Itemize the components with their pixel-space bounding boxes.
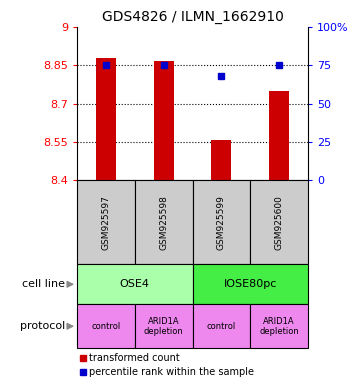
Text: GSM925599: GSM925599: [217, 195, 226, 250]
Text: control: control: [207, 322, 236, 331]
Bar: [250, 304, 308, 348]
Text: GSM925598: GSM925598: [159, 195, 168, 250]
Text: IOSE80pc: IOSE80pc: [224, 279, 277, 289]
Text: protocol: protocol: [20, 321, 73, 331]
Bar: [193, 180, 250, 264]
Text: ARID1A
depletion: ARID1A depletion: [259, 316, 299, 336]
Text: GSM925597: GSM925597: [102, 195, 110, 250]
Title: GDS4826 / ILMN_1662910: GDS4826 / ILMN_1662910: [102, 10, 284, 25]
Text: transformed count: transformed count: [89, 353, 179, 363]
Bar: [154, 61, 174, 180]
Bar: [96, 58, 116, 180]
Bar: [250, 180, 308, 264]
Bar: [193, 264, 308, 304]
Text: percentile rank within the sample: percentile rank within the sample: [89, 367, 253, 377]
Bar: [135, 180, 192, 264]
Text: GSM925600: GSM925600: [275, 195, 284, 250]
Text: ARID1A
depletion: ARID1A depletion: [144, 316, 183, 336]
Bar: [193, 304, 250, 348]
Text: OSE4: OSE4: [120, 279, 150, 289]
Bar: [77, 304, 135, 348]
Bar: [269, 91, 289, 180]
Bar: [211, 140, 231, 180]
Bar: [135, 304, 192, 348]
Bar: [77, 180, 135, 264]
Text: control: control: [91, 322, 120, 331]
Text: cell line: cell line: [22, 279, 73, 289]
Bar: [77, 264, 193, 304]
